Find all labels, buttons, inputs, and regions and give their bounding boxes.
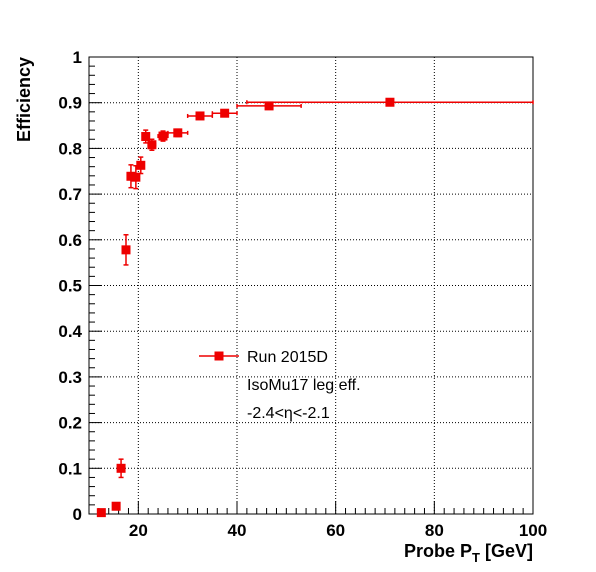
data-point [157,130,169,142]
y-tick-label: 0.8 [58,139,82,158]
y-axis-title: Efficiency [14,57,34,142]
data-point [167,128,189,138]
data-point [141,129,151,144]
data-points [96,97,534,518]
data-marker [126,171,136,181]
y-tick-label: 0 [73,505,82,524]
tick-labels: 20 40 60 80 100 0 0.1 0.2 0.3 0.4 0.5 0.6 0.7 0.8 0.9 1 [58,48,547,540]
data-marker [173,128,183,138]
legend: Run 2015D IsoMu17 leg eff. -2.4<η<-2.1 [199,349,361,422]
y-tick-label: 0.7 [58,185,82,204]
axis-ticks [88,56,534,515]
data-point [186,111,214,121]
x-tick-label: 20 [129,521,148,540]
data-point [136,156,146,175]
x-tick-label: 60 [326,521,345,540]
data-marker [264,101,274,111]
data-point [236,101,302,111]
data-marker [220,108,230,118]
y-tick-label: 0.9 [58,94,82,113]
x-axis-title-subscript: T [472,550,480,565]
y-tick-label: 1 [73,48,82,67]
data-marker [136,160,146,170]
y-tick-label: 0.2 [58,414,82,433]
legend-marker [214,351,224,361]
y-tick-label: 0.5 [58,277,82,296]
data-marker [121,245,131,255]
data-marker [96,508,106,518]
data-marker [195,111,205,121]
data-point [246,97,534,107]
x-axis-title: Probe PT [GeV] [404,541,533,565]
data-marker [116,463,126,473]
data-point [96,508,106,518]
y-tick-label: 0.4 [58,322,82,341]
legend-series-label: Run 2015D [247,349,328,366]
legend-trigger-label: IsoMu17 leg eff. [247,377,361,394]
y-tick-label: 0.6 [58,231,82,250]
data-marker [147,140,157,150]
data-marker [141,132,151,142]
data-marker [385,97,395,107]
data-marker [111,501,121,511]
x-tick-label: 100 [519,521,547,540]
y-tick-label: 0.1 [58,459,82,478]
data-marker [131,172,141,182]
x-tick-label: 80 [425,521,444,540]
data-point [211,108,238,118]
x-axis-title-main: Probe P [404,541,472,561]
data-point [147,138,157,151]
legend-eta-range-label: -2.4<η<-2.1 [247,405,330,422]
data-marker [158,131,168,141]
y-tick-label: 0.3 [58,368,82,387]
data-point [111,501,121,511]
x-tick-label: 40 [228,521,247,540]
data-point [121,234,131,266]
x-axis-title-unit: [GeV] [480,541,533,561]
data-point [116,458,126,479]
